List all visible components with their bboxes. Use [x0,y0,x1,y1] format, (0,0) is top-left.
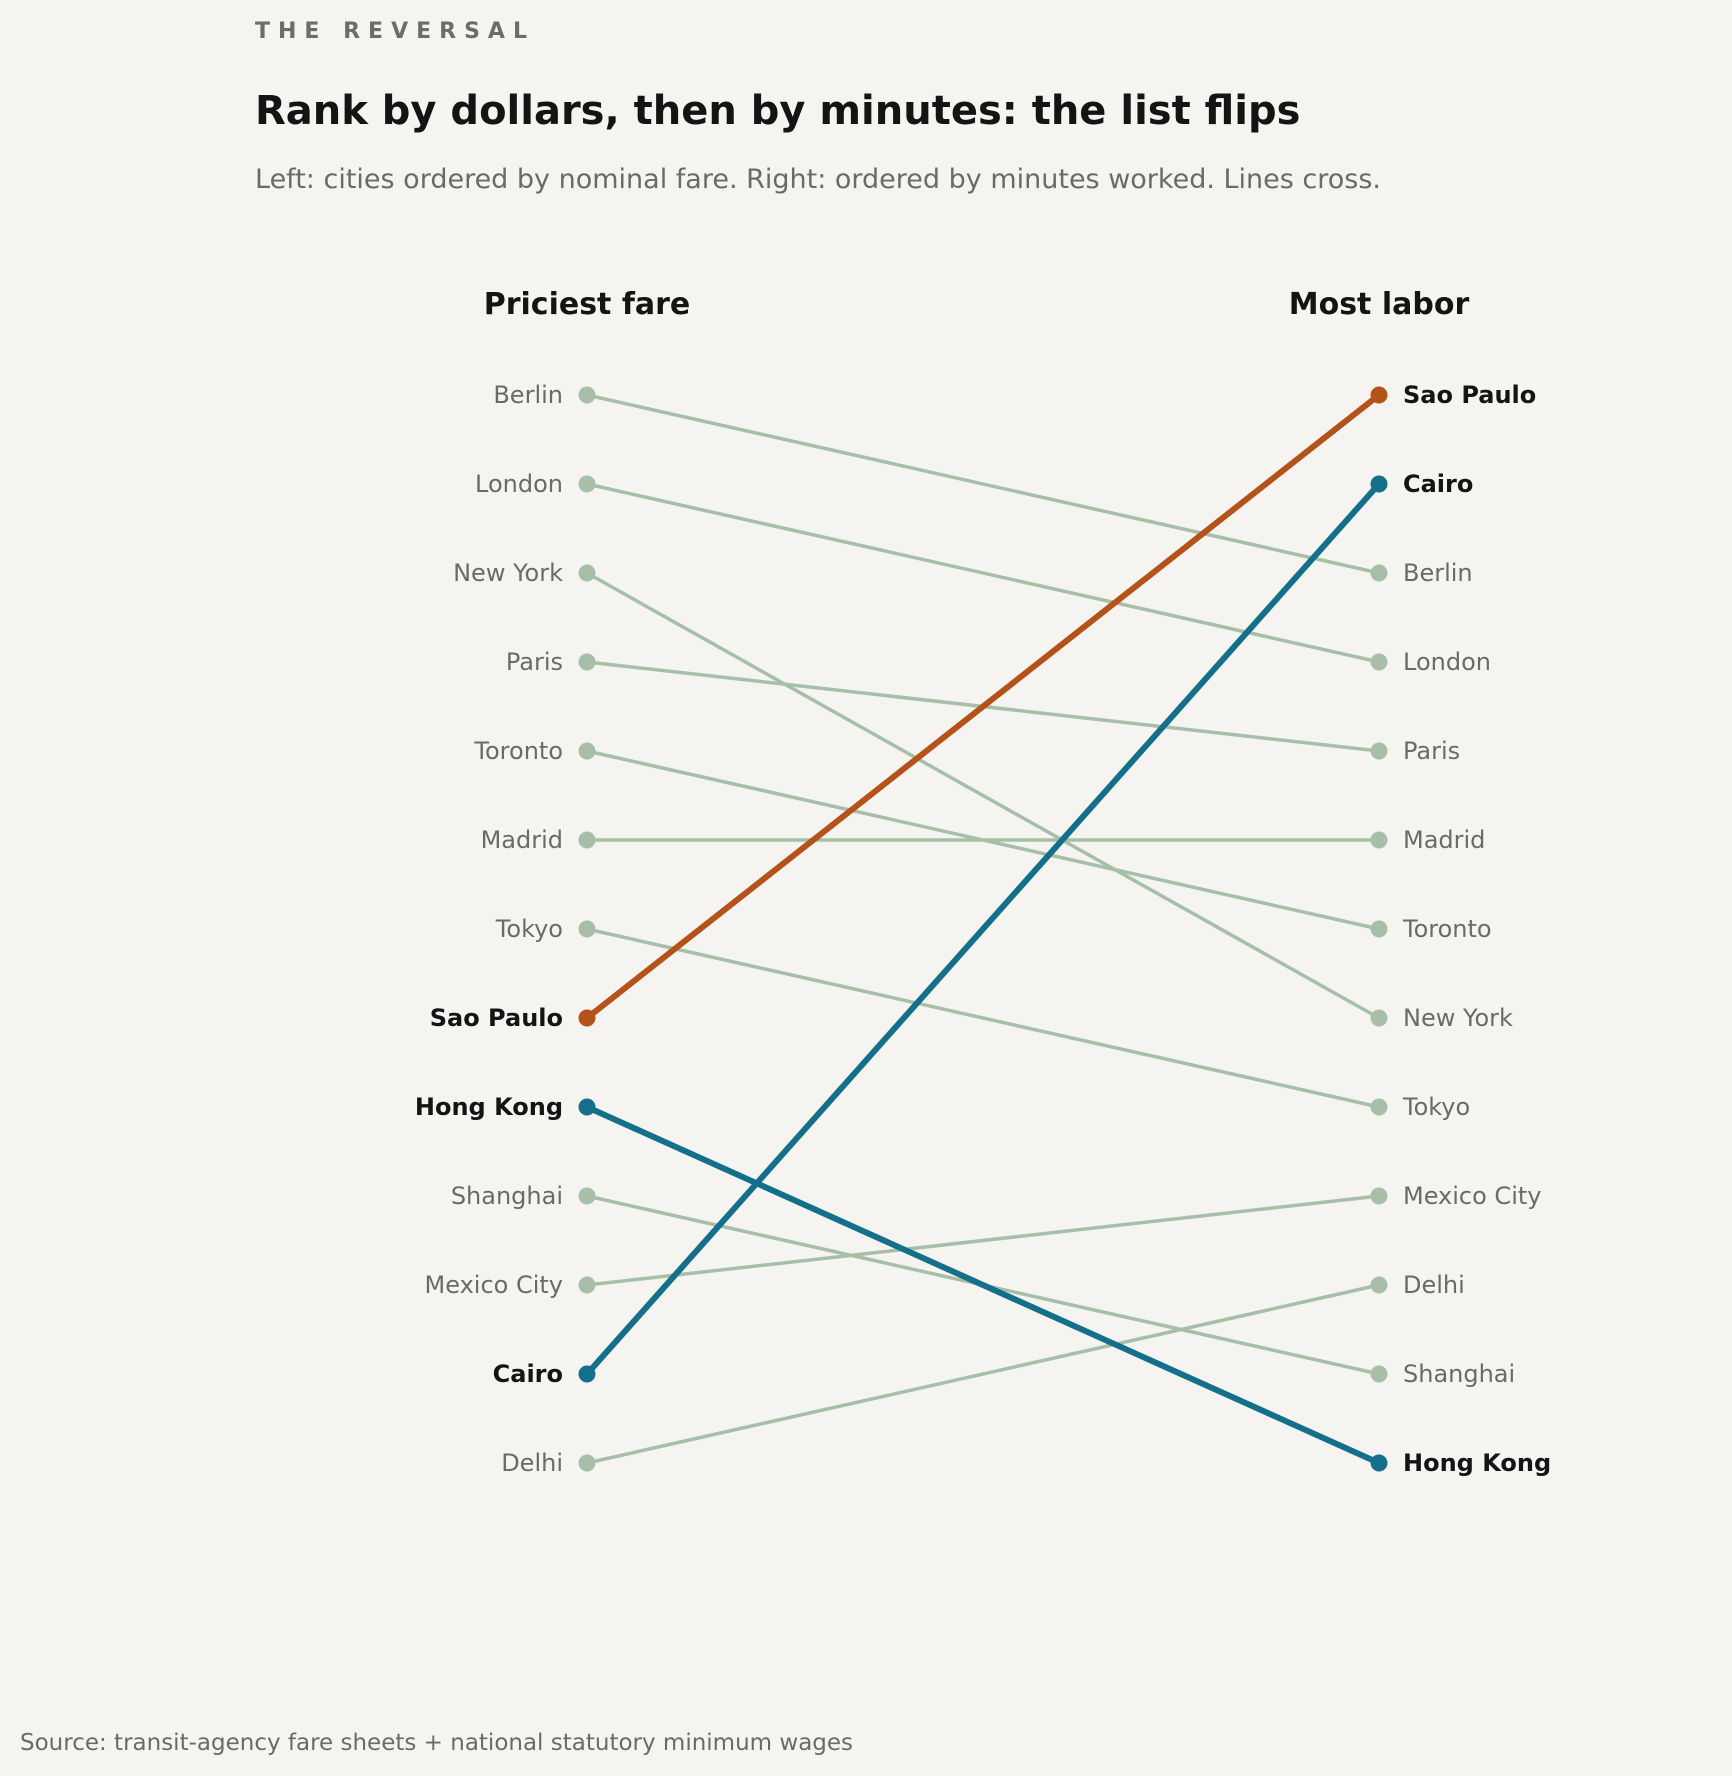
left-point-tokyo [578,920,596,938]
slope-points-and-labels: Berlin Berlin London London New York New York… [415,381,1551,1477]
chart-kicker: THE REVERSAL [255,19,535,44]
right-label-delhi: Delhi [1403,1271,1465,1299]
right-point-mexico-city [1370,1187,1388,1205]
right-label-berlin: Berlin [1403,559,1473,587]
left-point-madrid [578,831,596,849]
right-label-cairo: Cairo [1403,470,1473,498]
right-column-label: Most labor [1289,287,1470,322]
left-label-cairo: Cairo [493,1360,563,1388]
slope-line-berlin [585,393,1381,575]
right-point-shanghai [1370,1365,1388,1383]
right-label-sao-paulo: Sao Paulo [1403,381,1536,409]
left-label-shanghai: Shanghai [451,1182,563,1210]
right-point-madrid [1370,831,1388,849]
right-point-cairo [1370,475,1388,493]
right-label-london: London [1403,648,1491,676]
chart-subtitle: Left: cities ordered by nominal fare. Ri… [255,164,1381,195]
right-point-paris [1370,742,1388,760]
right-point-new-york [1370,1009,1388,1027]
right-label-madrid: Madrid [1403,826,1485,854]
left-label-tokyo: Tokyo [495,915,563,943]
right-point-toronto [1370,920,1388,938]
right-label-hong-kong: Hong Kong [1403,1449,1551,1477]
right-point-hong-kong [1370,1454,1388,1472]
left-point-new-york [578,564,596,582]
right-point-berlin [1370,564,1388,582]
left-column-label: Priciest fare [484,287,691,322]
left-point-mexico-city [578,1276,596,1294]
slope-line-tokyo [585,927,1381,1109]
right-label-mexico-city: Mexico City [1403,1182,1541,1210]
slope-line-new-york [585,571,1381,1020]
left-point-paris [578,653,596,671]
left-label-paris: Paris [506,648,563,676]
left-label-new-york: New York [453,559,563,587]
right-point-tokyo [1370,1098,1388,1116]
left-point-toronto [578,742,596,760]
source-note: Source: transit-agency fare sheets + nat… [20,1730,853,1756]
slope-lines-background [585,393,1381,1465]
slope-line-london [585,482,1381,664]
left-point-london [578,475,596,493]
left-label-sao-paulo: Sao Paulo [430,1004,563,1032]
left-label-berlin: Berlin [493,381,563,409]
left-point-sao-paulo [578,1009,596,1027]
left-label-london: London [475,470,563,498]
slope-line-sao-paulo [584,392,1382,1021]
left-label-madrid: Madrid [481,826,563,854]
left-label-delhi: Delhi [501,1449,563,1477]
left-point-delhi [578,1454,596,1472]
left-point-shanghai [578,1187,596,1205]
right-point-sao-paulo [1370,386,1388,404]
right-point-london [1370,653,1388,671]
slope-line-cairo [584,481,1382,1377]
left-point-cairo [578,1365,596,1383]
slope-line-mexico-city [585,1194,1381,1287]
left-label-mexico-city: Mexico City [425,1271,563,1299]
left-label-hong-kong: Hong Kong [415,1093,563,1121]
right-label-new-york: New York [1403,1004,1513,1032]
chart-title: Rank by dollars, then by minutes: the li… [255,88,1300,134]
slope-line-delhi [585,1283,1381,1465]
slope-lines-highlighted [584,392,1382,1466]
right-label-paris: Paris [1403,737,1460,765]
slope-line-hong-kong [584,1104,1382,1466]
left-label-toronto: Toronto [473,737,563,765]
left-point-hong-kong [578,1098,596,1116]
right-point-delhi [1370,1276,1388,1294]
right-label-toronto: Toronto [1402,915,1492,943]
left-point-berlin [578,386,596,404]
right-label-shanghai: Shanghai [1403,1360,1515,1388]
right-label-tokyo: Tokyo [1402,1093,1470,1121]
